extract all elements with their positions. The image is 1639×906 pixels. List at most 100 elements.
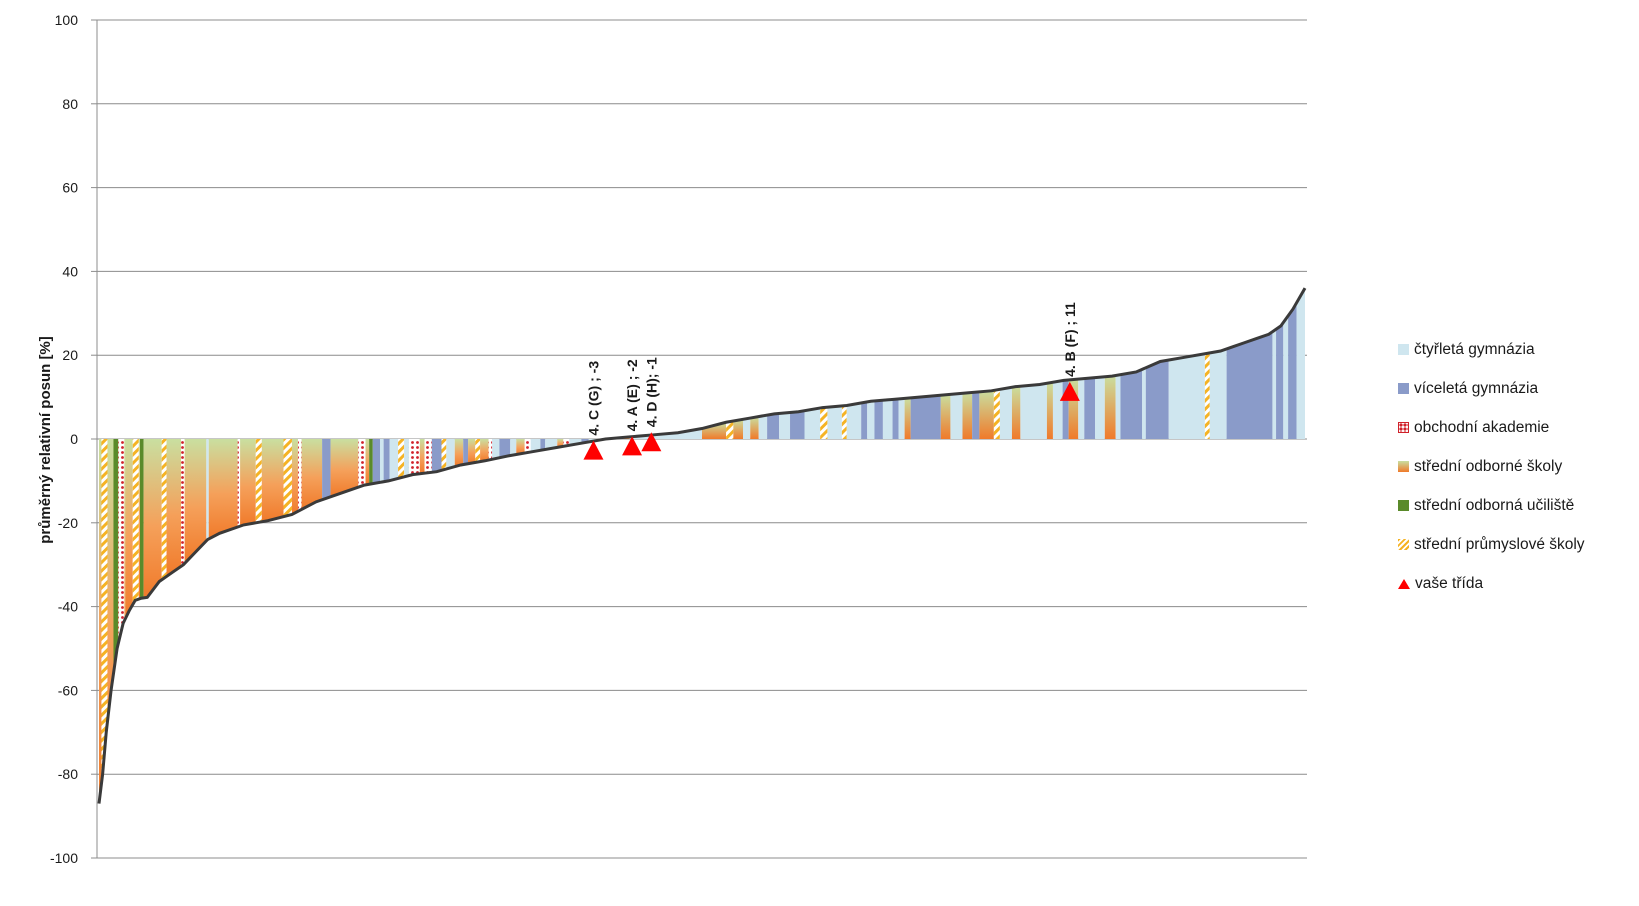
bar-vicelet (790, 410, 805, 439)
category-bars (99, 288, 1305, 804)
bar-sos (516, 439, 525, 455)
bar-sos (330, 439, 359, 497)
bar-ctyrleta (1052, 380, 1063, 439)
bar-ctyrleta (1283, 315, 1289, 439)
bar-ctyrleta (1209, 348, 1227, 439)
bar-sos (419, 439, 425, 474)
bar-sps (161, 439, 167, 580)
bar-sos (138, 439, 141, 600)
series-line (97, 287, 1307, 804)
bar-vicelet (874, 400, 883, 439)
bar-sos (301, 439, 323, 510)
chart: 100 80 60 40 20 0 -20 -40 -60 -80 -100 4. C (G) ; … (37, 12, 1307, 866)
bar-sos (940, 394, 951, 439)
legend-item-sps: střední průmyslové školy (1398, 525, 1634, 564)
bar-sps (283, 439, 292, 517)
bar-ctyrleta (999, 387, 1012, 439)
marker-label: 4. A (E) ; -2 (624, 359, 640, 431)
bar-ctyrleta (389, 439, 399, 481)
y-tick-label: 20 (62, 347, 78, 363)
bar-ctyrleta (1095, 376, 1105, 439)
bar-obchodni (424, 439, 432, 474)
bar-vicelet (322, 439, 331, 500)
bar-sos (454, 439, 464, 467)
legend-item-ctyrleta: čtyřletá gymnázia (1398, 330, 1634, 369)
bar-obchodni (408, 439, 420, 476)
bar-ctyrleta (867, 400, 875, 439)
bar-sps (101, 439, 108, 784)
bar-sos (261, 439, 284, 522)
bar-sos (184, 439, 207, 564)
bar-ctyrleta (510, 439, 517, 456)
bar-sos (1046, 382, 1053, 439)
y-tick-label: 60 (62, 180, 78, 196)
bar-vicelet (1226, 331, 1273, 439)
legend-label: střední průmyslové školy (1414, 535, 1585, 553)
y-tick-label: -100 (50, 850, 78, 866)
bar-ctyrleta (827, 405, 842, 439)
y-tick-label: -80 (58, 766, 78, 782)
bar-ctyrleta (1272, 329, 1277, 439)
bar-obchodni (297, 439, 302, 512)
bar-sps (132, 439, 139, 605)
bar-sos (468, 439, 476, 464)
marker-triangle (583, 440, 604, 460)
legend-label: čtyřletá gymnázia (1414, 340, 1535, 358)
bar-sos (750, 416, 759, 439)
legend-swatch (1398, 383, 1409, 394)
bar-ctyrleta (846, 402, 862, 439)
bar-ctyrleta (882, 399, 893, 439)
bar-sos (979, 390, 994, 439)
bar-sps (841, 405, 847, 439)
bar-sps (820, 407, 828, 439)
legend-item-vicelet: víceletá gymnázia (1398, 369, 1634, 408)
marker-label: 4. D (H); -1 (643, 357, 659, 427)
bar-ctyrleta (743, 418, 751, 439)
bar-ctyrleta (446, 439, 455, 470)
bar-sos (240, 439, 256, 527)
legend-swatch (1398, 539, 1409, 550)
bar-ctyrleta (898, 398, 905, 439)
markers: 4. C (G) ; -3 4. A (E) ; -2 4. D (H); -1 4.… (583, 302, 1080, 460)
bar-sos (702, 422, 727, 439)
marker-triangle (641, 432, 662, 452)
legend-label: obchodní akademie (1414, 418, 1550, 436)
bar-sos (480, 439, 489, 462)
bar-ctyrleta (530, 439, 541, 452)
bar-vicelet (1084, 377, 1096, 439)
bar-vicelet (861, 401, 868, 439)
bar-vicelet (972, 391, 980, 439)
bar-obchodni (358, 439, 366, 488)
bar-ctyrleta (950, 393, 963, 439)
bar-ctyrleta (1168, 353, 1205, 439)
legend-label: střední odborné školy (1414, 457, 1563, 475)
bar-sps (726, 420, 734, 439)
bar-sos (166, 439, 182, 577)
y-tick-label: 80 (62, 96, 78, 112)
bar-ctyrleta (1296, 288, 1305, 439)
legend: čtyřletá gymnázia víceletá gymnázia obch… (1398, 330, 1634, 603)
bar-sps (1204, 352, 1210, 439)
y-axis: 100 80 60 40 20 0 -20 -40 -60 -80 -100 (50, 12, 98, 866)
bar-ctyrleta (758, 415, 768, 439)
legend-swatch (1398, 344, 1409, 355)
bar-obchodni (118, 439, 125, 644)
bar-vicelet (1288, 302, 1297, 439)
bar-sou (113, 439, 119, 674)
bar-sos (125, 439, 133, 619)
y-tick-label: 100 (55, 12, 79, 28)
bar-vicelet (1276, 322, 1284, 439)
bar-obchodni (524, 439, 531, 454)
bar-vicelet (540, 439, 546, 451)
legend-item-sos: střední odborné školy (1398, 447, 1634, 486)
legend-item-obchodni: obchodní akademie (1398, 408, 1634, 447)
y-tick-label: -40 (58, 599, 78, 615)
bar-sos (1011, 386, 1021, 439)
bar-obchodni (488, 439, 493, 461)
bar-sps (255, 439, 262, 523)
bar-ctyrleta (206, 439, 209, 541)
bar-vicelet (383, 439, 390, 482)
bar-ctyrleta (1078, 378, 1085, 439)
y-tick-label: -20 (58, 515, 78, 531)
bar-sou (140, 439, 144, 599)
